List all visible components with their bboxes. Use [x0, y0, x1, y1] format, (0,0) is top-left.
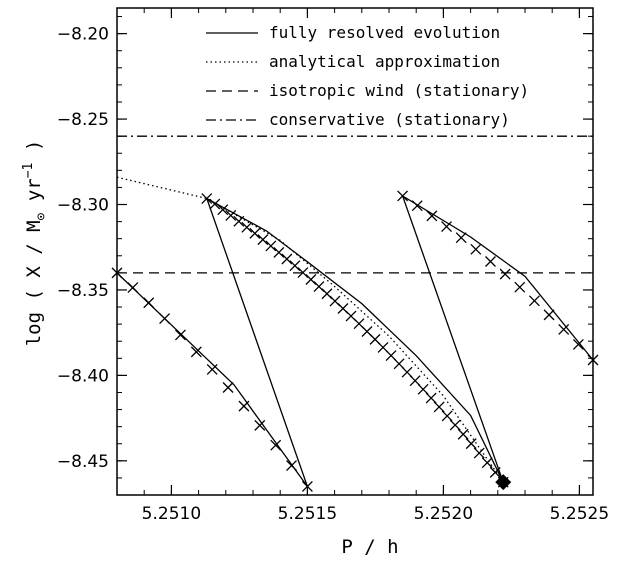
x-marker: [281, 253, 293, 265]
legend-label: conservative (stationary): [269, 110, 510, 129]
x-marker: [159, 313, 171, 325]
x-marker: [254, 419, 266, 431]
x-marker: [417, 383, 429, 395]
legend-label: analytical approximation: [269, 52, 500, 71]
x-marker: [286, 460, 297, 471]
y-axis-title-suffix: ): [23, 140, 45, 163]
x-tick-label: 5.2515: [278, 504, 337, 524]
y-tick-label: −8.20: [57, 25, 109, 45]
x-marker: [397, 190, 409, 202]
x-tick-label: 5.2520: [414, 504, 473, 524]
x-marker: [441, 410, 453, 422]
y-tick-label: −8.30: [57, 196, 109, 216]
y-axis-title-sun-symbol: ⊙: [34, 212, 49, 220]
legend: fully resolved evolution analytical appro…: [206, 23, 529, 129]
y-axis-title-exponent: −1: [21, 163, 36, 179]
x-marker: [201, 193, 213, 204]
x-marker: [425, 392, 437, 404]
x-marker: [489, 466, 501, 478]
x-marker: [558, 323, 570, 335]
x-marker: [175, 329, 186, 341]
x-marker: [449, 419, 461, 431]
x-marker: [257, 234, 269, 246]
x-marker: [481, 457, 493, 469]
plot-lines: [116, 135, 594, 487]
x-marker: [426, 210, 438, 222]
x-marker: [499, 268, 511, 280]
x-tick-label: 5.2525: [550, 504, 609, 524]
x-marker: [411, 200, 423, 212]
x-marker: [473, 447, 485, 459]
x-marker: [209, 198, 221, 210]
y-tick-label: −8.40: [57, 366, 109, 386]
legend-label: fully resolved evolution: [269, 23, 500, 42]
x-axis-title: P / h: [341, 536, 398, 558]
x-marker: [241, 221, 253, 233]
x-marker: [433, 401, 445, 413]
x-marker: [465, 438, 477, 450]
series-dotted: [116, 176, 504, 483]
x-marker: [270, 439, 282, 451]
series-solid: [116, 194, 594, 487]
x-marker: [528, 295, 540, 307]
x-marker: [305, 274, 317, 285]
x-marker: [455, 232, 467, 244]
diamond-marker: [495, 474, 512, 491]
y-axis-title-mid: yr: [23, 178, 45, 212]
x-marker: [441, 221, 452, 233]
y-tick-label: −8.35: [57, 281, 109, 301]
x-tick-label: 5.2510: [142, 504, 201, 524]
x-marker: [485, 256, 496, 267]
x-marker: [514, 281, 526, 293]
x-marker: [265, 240, 277, 252]
x-marker: [143, 297, 155, 309]
x-marker: [297, 267, 309, 279]
y-tick-label: −8.25: [57, 110, 109, 130]
x-marker: [273, 246, 285, 258]
x-marker: [572, 339, 584, 350]
y-tick-label: −8.45: [57, 452, 109, 472]
axis-ticks: 5.2510 5.2515 5.2520 5.2525 −8.20 −8.25 −8.30 −…: [57, 8, 609, 524]
legend-label: isotropic wind (stationary): [269, 81, 529, 100]
x-marker: [190, 346, 202, 358]
x-marker: [289, 260, 301, 272]
x-marker: [127, 282, 139, 293]
x-marker: [543, 309, 555, 321]
x-marker: [222, 382, 234, 393]
plot-frame: [116, 7, 594, 496]
y-axis-title-prefix: log ( X / M: [23, 220, 45, 346]
plot-markers: [111, 190, 599, 492]
x-marker: [238, 400, 250, 412]
x-marker: [206, 363, 218, 375]
x-marker: [217, 204, 229, 216]
x-marker: [225, 209, 237, 221]
x-marker: [233, 215, 245, 227]
y-axis-title: log ( X / M⊙ yr−1 ): [21, 140, 49, 347]
x-marker: [457, 428, 469, 440]
x-marker: [470, 243, 482, 255]
x-marker: [249, 227, 261, 239]
